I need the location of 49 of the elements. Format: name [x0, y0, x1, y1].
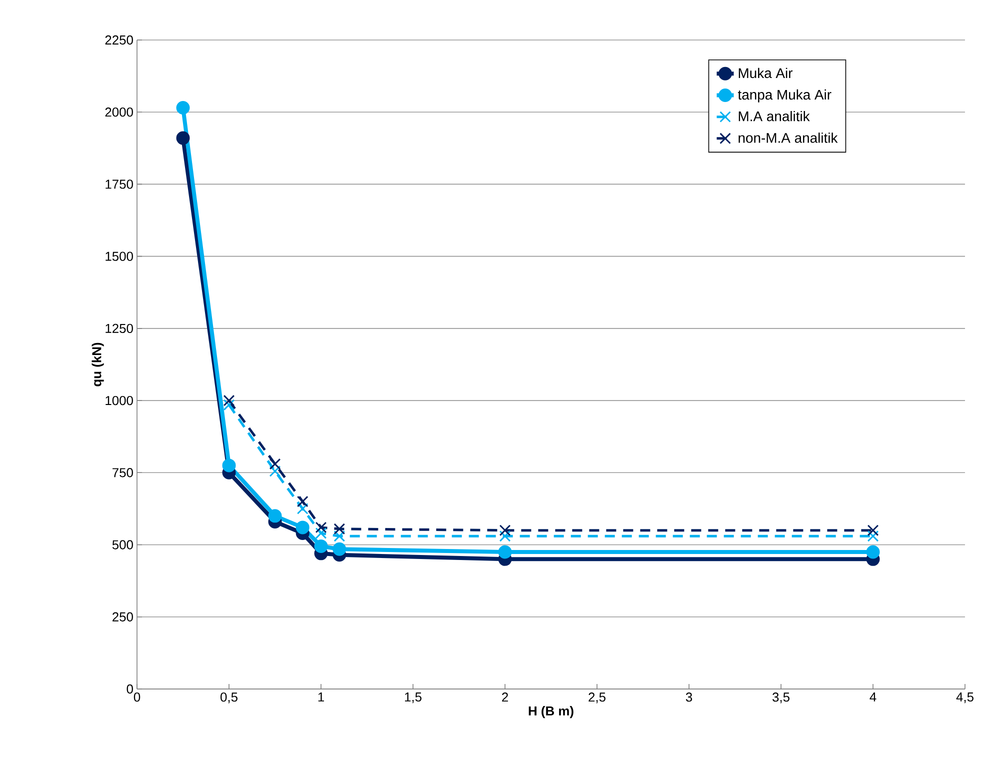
legend-label: M.A analitik [738, 111, 810, 122]
y-tick-label: 250 [112, 612, 133, 622]
x-tick-label: 4 [870, 692, 876, 702]
point [176, 131, 190, 145]
y-tick-label: 1500 [106, 252, 133, 261]
x-tick-label: 3,5 [772, 692, 790, 704]
x-tick-label: 0 [134, 692, 140, 702]
y-tick-label: 1750 [106, 180, 133, 189]
point [334, 523, 346, 535]
point [223, 394, 235, 406]
point [498, 545, 512, 559]
point [314, 539, 328, 553]
point [296, 520, 310, 534]
point [222, 458, 236, 472]
y-tick-label: 1250 [106, 324, 133, 334]
point [315, 522, 327, 534]
point [867, 530, 879, 542]
x-tick-label: 2 [502, 692, 508, 702]
x-tick-label: 1,5 [404, 692, 422, 704]
point [296, 503, 308, 514]
y-tick-label: 0 [126, 684, 133, 694]
point [296, 496, 308, 508]
legend-label: non-M.A analitik [738, 132, 838, 143]
legend-label: Muka Air [738, 68, 793, 78]
y-tick-label: 2250 [105, 35, 133, 45]
y-tick-label: 2000 [105, 108, 133, 117]
point [866, 545, 880, 559]
point [315, 528, 327, 539]
point [223, 399, 235, 411]
point [867, 524, 879, 536]
point [332, 542, 346, 556]
x-tick-label: 1 [318, 692, 324, 702]
point [269, 466, 281, 477]
y-tick-label: 500 [112, 540, 133, 550]
point [268, 509, 282, 523]
point [176, 101, 190, 115]
y-axis-title: qu (kN) [92, 342, 104, 386]
x-tick-label: 3 [686, 692, 692, 702]
x-tick-label: 0,5 [220, 692, 238, 704]
x-axis-title: H (B m) [528, 706, 574, 718]
point [269, 458, 281, 470]
legend-label: tanpa Muka Air [738, 89, 832, 102]
y-tick-label: 1000 [106, 396, 133, 406]
x-tick-label: 2,5 [588, 692, 606, 704]
y-tick-label: 750 [112, 468, 133, 478]
point [334, 530, 346, 542]
x-tick-label: 4,5 [956, 692, 974, 704]
point [499, 530, 511, 542]
point [499, 524, 511, 536]
